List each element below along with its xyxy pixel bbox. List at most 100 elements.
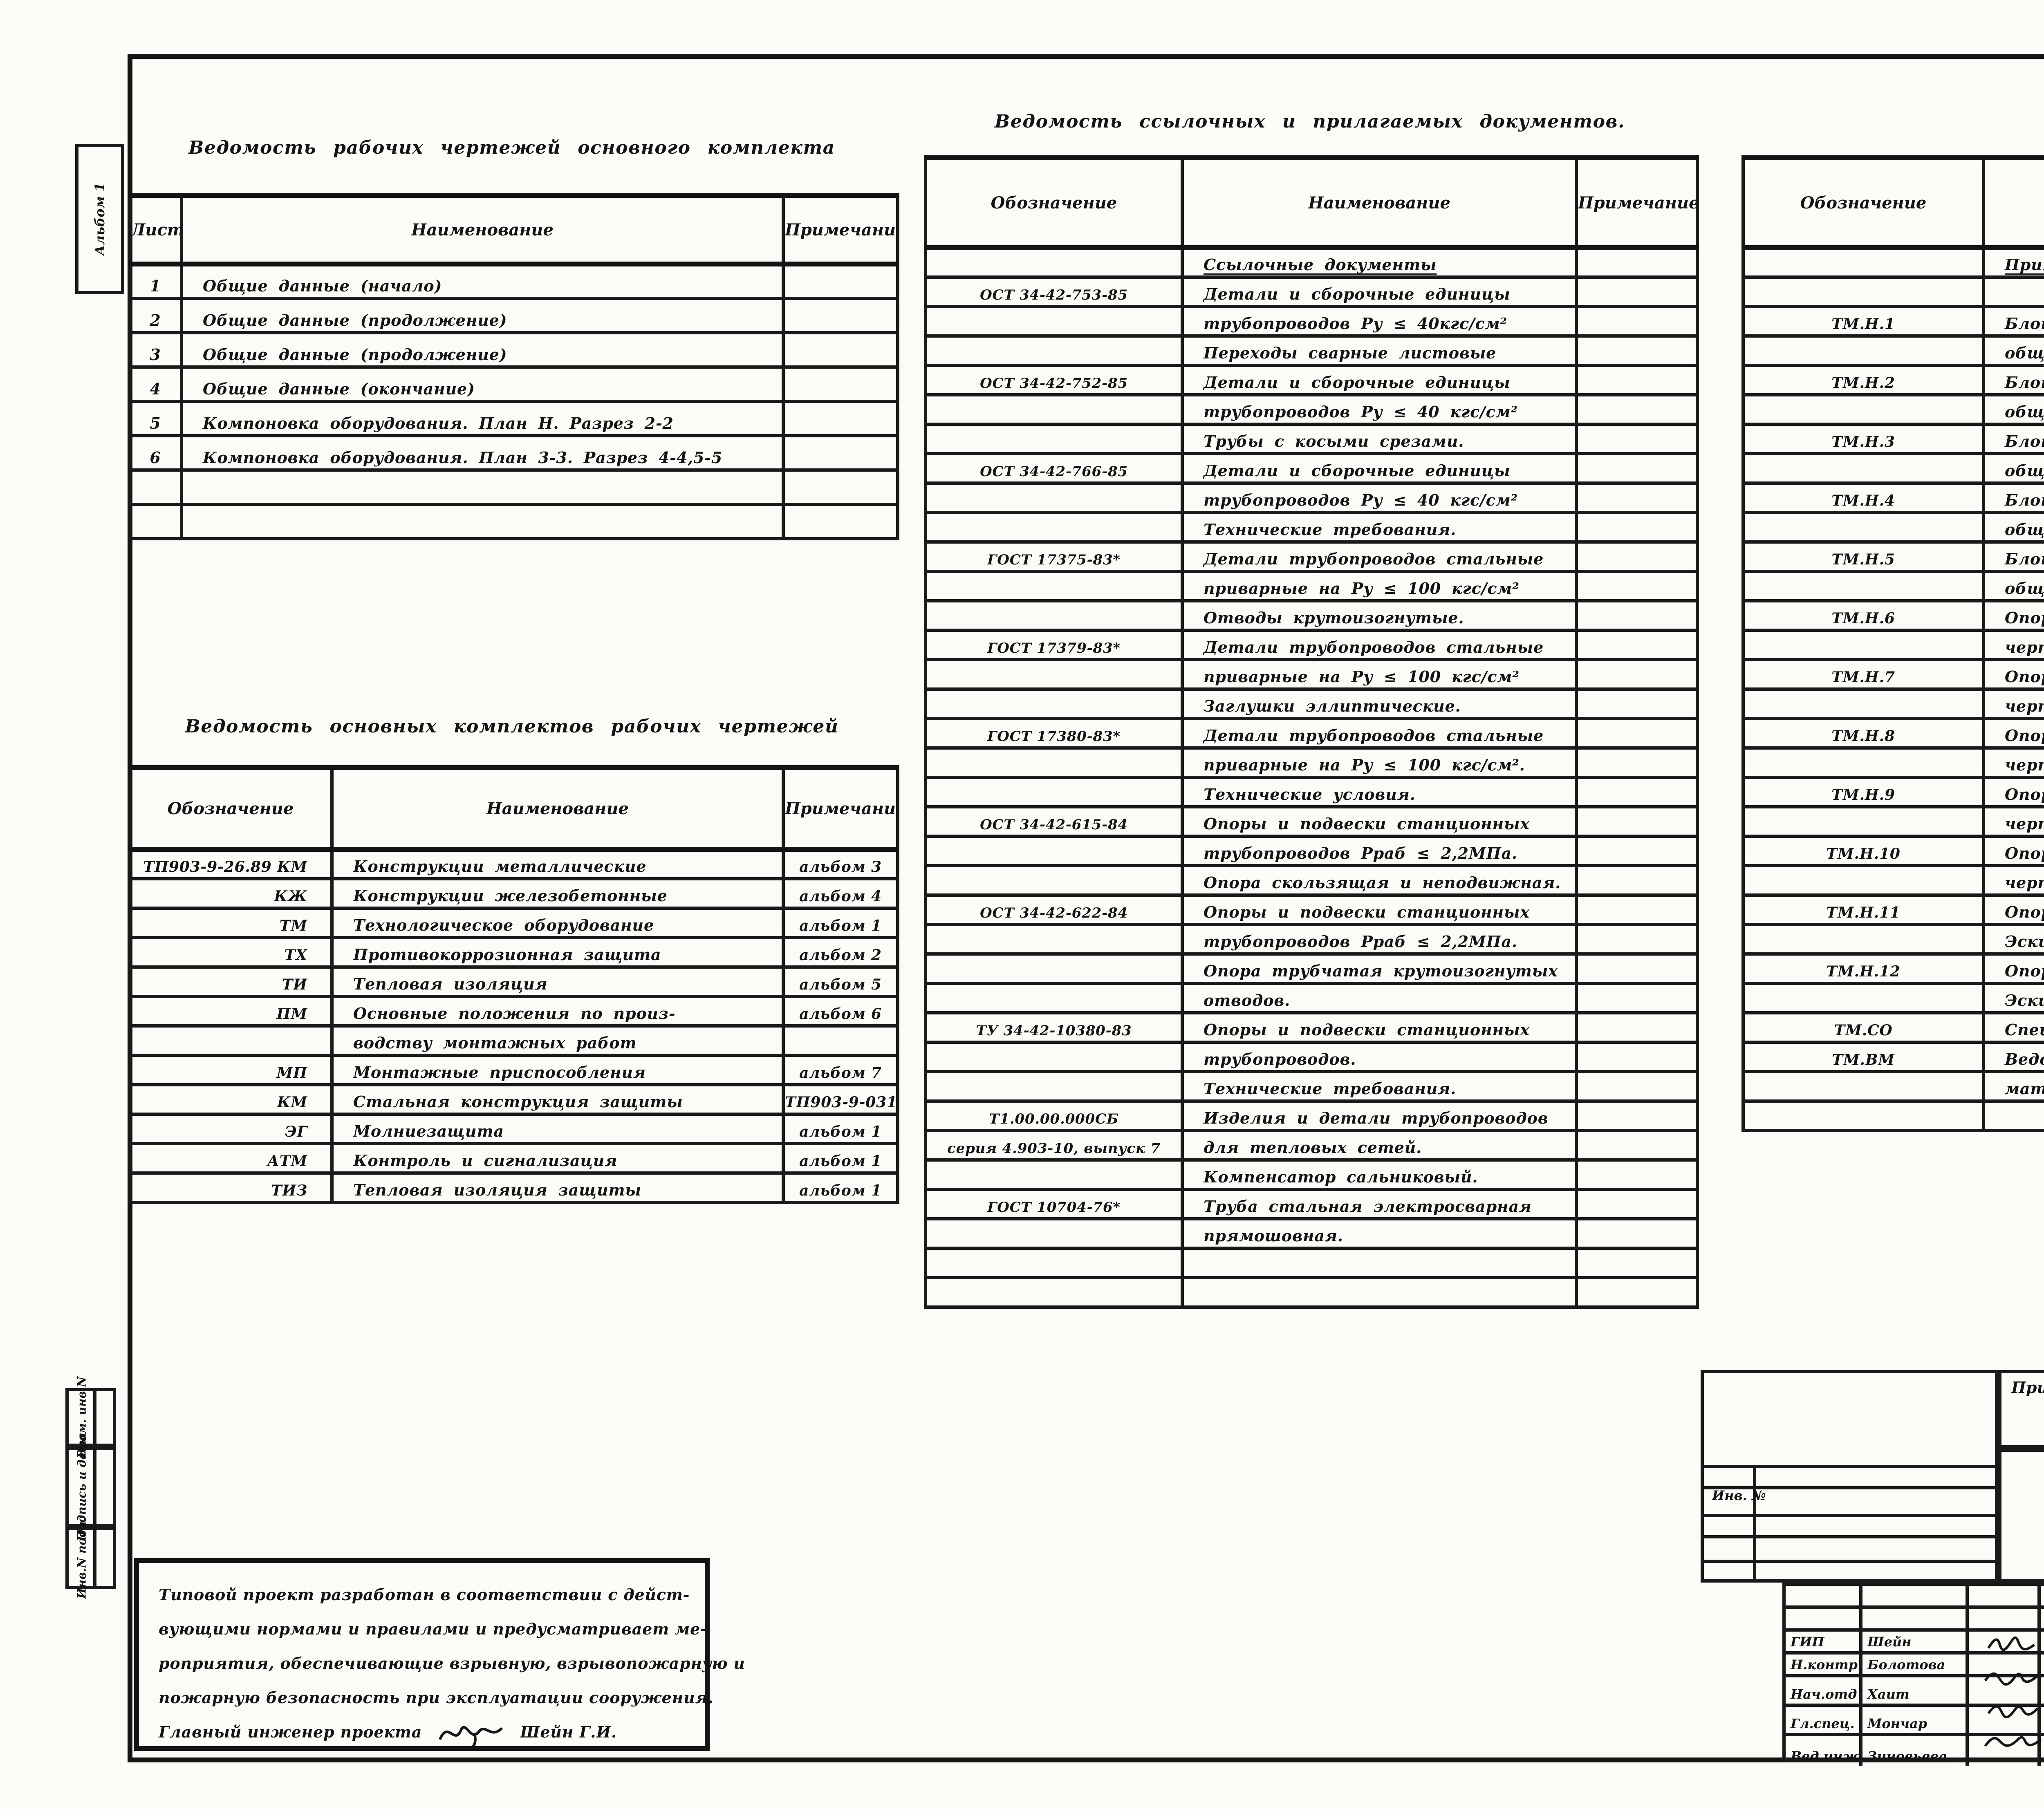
table-cell <box>924 1217 1184 1250</box>
table-cell <box>128 503 183 540</box>
table-row: чертеж общего вида. <box>1741 805 2044 838</box>
name-cell: Шейн <box>1862 1632 1969 1651</box>
table-row: приварные на Ру ≤ 100 кгс/см². <box>924 746 1699 779</box>
table-row <box>1741 275 2044 308</box>
table-cell: Опоры и подвески станционных <box>1181 893 1578 926</box>
col-header-designation: Обозначение <box>924 155 1184 250</box>
table-row <box>128 503 899 540</box>
table-row: Эскизный чертеж общего вида. <box>1741 923 2044 956</box>
table-row: 2 Общие данные (продолжение) <box>128 297 899 334</box>
table-cell: Стальная конструкция защиты <box>330 1083 785 1116</box>
table-cell <box>924 982 1184 1014</box>
table-cell <box>1575 275 1699 308</box>
table-cell: ОСТ 34-42-766-85 <box>924 452 1184 485</box>
table-cell: ТМ.Н.3 <box>1741 423 1985 455</box>
table-cell: общего вида. <box>1982 393 2044 426</box>
table-cell <box>180 503 785 540</box>
table-row: ТМ.Н.12Опора неподвижная поз 15—″— <box>1741 952 2044 985</box>
table-row: ТМ.ВМВедомости потребности вальбом 8 <box>1741 1041 2044 1073</box>
signature-cell <box>1969 1707 2041 1733</box>
table-cell: водству монтажных работ <box>330 1024 785 1057</box>
table-attached-docs: Обозначение Наименование Примечание Прил… <box>1741 155 2044 1132</box>
table-main-sets: Обозначение Наименование Примечание ТП90… <box>128 765 899 1204</box>
table-cell <box>924 952 1184 985</box>
grid-line <box>1704 1486 1995 1489</box>
table-row: общего вида. <box>1741 393 2044 426</box>
table-cell: прямошовная. <box>1181 1217 1578 1250</box>
signature-cell <box>1969 1586 2041 1605</box>
table-cell <box>1575 982 1699 1014</box>
table-cell: 6 <box>128 434 183 472</box>
table-row: чертеж общего вида. <box>1741 629 2044 661</box>
col-header-name: Наименование <box>330 765 785 852</box>
album-label: Альбом 1 <box>92 182 108 256</box>
table-cell: ТХ <box>128 936 334 969</box>
table-cell: чертеж общего вида. <box>1982 687 2044 720</box>
table-cell: для тепловых сетей. <box>1181 1129 1578 1162</box>
table-cell: Технические требования. <box>1181 511 1578 544</box>
table-row: ТИЗ Тепловая изоляция защиты альбом 1 <box>128 1171 899 1204</box>
table-cell: Изделия и детали трубопроводов <box>1181 1099 1578 1132</box>
name-cell: Болотова <box>1862 1655 1969 1674</box>
table-cell <box>1741 746 1985 779</box>
table-cell: ГОСТ 10704-76* <box>924 1188 1184 1220</box>
table-cell <box>1982 1099 2044 1132</box>
grid-line <box>1753 1465 1756 1579</box>
table-row: ТМ.Н.10Опора отвода поз.18. Эскизный—″— <box>1741 835 2044 867</box>
table-row: Прилагаемые документы <box>1741 246 2044 279</box>
table-cell <box>180 468 785 506</box>
table-cell: Прилагаемые документы <box>1982 246 2044 279</box>
table-cell: ТМ.Н.6 <box>1741 599 1985 632</box>
person-name: Мончар <box>1867 1716 1927 1731</box>
table-row: ГОСТ 17379-83* Детали трубопроводов сталь… <box>924 629 1699 661</box>
name-cell: Мончар <box>1862 1707 1969 1733</box>
signature-row: Н.контр. Болотова <box>1786 1655 2044 1677</box>
signature-cell <box>1969 1609 2041 1628</box>
signature-table: ГИП Шейн Н.контр. Болотова Нач.отд Хаит Гл.спе… <box>1782 1583 2044 1766</box>
table-row: ТМ.Н.6Опора скользящая поз.11. Эскизный—… <box>1741 599 2044 632</box>
note-line: Типовой проект разработан в соответствии… <box>159 1585 690 1604</box>
table-cell: Т1.00.00.000СБ <box>924 1099 1184 1132</box>
table-cell <box>1741 864 1985 897</box>
table-row: МП Монтажные приспособления альбом 7 <box>128 1054 899 1086</box>
table-cell <box>1575 1247 1699 1279</box>
table-cell <box>782 262 899 300</box>
table-cell: ТМ.Н.10 <box>1741 835 1985 867</box>
table-row: Технические требования. <box>924 511 1699 544</box>
table-cell <box>924 864 1184 897</box>
signature-row: Нач.отд Хаит <box>1786 1677 2044 1707</box>
table-cell <box>924 305 1184 338</box>
table-cell <box>1575 1276 1699 1309</box>
table-cell <box>1181 1247 1578 1279</box>
table-cell: отводов. <box>1181 982 1578 1014</box>
table-row: ТМ.Н.8Опора скользящая поз.13 Эскизный—″… <box>1741 717 2044 750</box>
table-row: ТМ.Н.1Блок поз.1. Эскизный чертежальбом … <box>1741 305 2044 338</box>
table-row <box>128 468 899 506</box>
table-cell <box>924 1158 1184 1191</box>
table-cell: Контроль и сигнализация <box>330 1142 785 1175</box>
table-cell: Общие данные (продолжение) <box>180 297 785 334</box>
table-cell <box>924 687 1184 720</box>
table-cell: Опора неподвижная поз 14. <box>1982 893 2044 926</box>
table-row: ОСТ 34-42-766-85 Детали и сборочные едини… <box>924 452 1699 485</box>
table-cell: АТМ <box>128 1142 334 1175</box>
table-cell <box>1575 923 1699 956</box>
person-name: Болотова <box>1867 1657 1945 1672</box>
table-cell: Опора трубчатая крутоизогнутых <box>1181 952 1578 985</box>
table-cell <box>1575 805 1699 838</box>
table-row: чертеж общего вида. <box>1741 864 2044 897</box>
role-cell: Гл.спец. <box>1786 1707 1862 1733</box>
table-row: ТМ.Н.2Блок поз.2. Эскизный чертеж—″— <box>1741 364 2044 396</box>
chief-engineer-name: Шейн Г.И. <box>520 1723 617 1741</box>
role-label: Вед.инж. <box>1791 1749 1862 1764</box>
table-cell <box>924 423 1184 455</box>
table-cell <box>1575 717 1699 750</box>
table-row: трубопроводов Ру ≤ 40 кгс/см² <box>924 481 1699 514</box>
table-cell: ПМ <box>128 995 334 1028</box>
table-cell <box>924 776 1184 808</box>
table-cell: Общие данные (окончание) <box>180 365 785 403</box>
table-row: 6 Компоновка оборудования. План 3-3. Разр… <box>128 434 899 472</box>
table-cell: Блок поз.5. Эскизный чертеж <box>1982 540 2044 573</box>
table-cell: Блок поз.4. Эскизный чертеж <box>1982 481 2044 514</box>
table-cell: Технические требования. <box>1181 1070 1578 1103</box>
